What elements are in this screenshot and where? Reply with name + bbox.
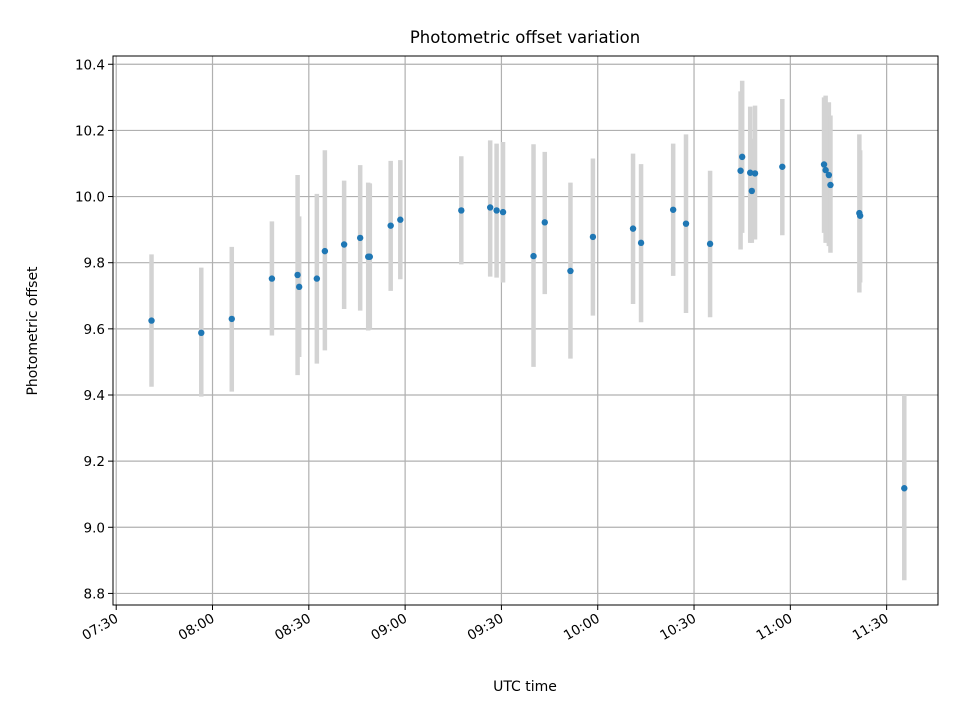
data-point — [313, 275, 321, 282]
data-point — [682, 220, 690, 227]
data-point — [458, 207, 465, 214]
data-point — [541, 219, 548, 226]
data-point — [738, 153, 746, 161]
data-point — [499, 208, 507, 216]
data-point — [629, 225, 637, 232]
data-point — [748, 187, 756, 195]
data-point — [295, 283, 303, 291]
data-point — [779, 163, 786, 170]
data-point — [825, 171, 833, 179]
data-point — [530, 252, 537, 260]
y-tick-label: 8.8 — [84, 586, 105, 602]
data-point — [198, 329, 205, 337]
data-point — [901, 485, 908, 492]
data-point — [366, 253, 374, 260]
data-point — [397, 216, 404, 223]
data-point — [340, 241, 348, 248]
data-point — [148, 317, 155, 324]
data-point — [486, 204, 494, 211]
data-points — [148, 153, 908, 492]
data-point — [589, 233, 597, 241]
y-tick-label: 9.2 — [84, 454, 105, 470]
data-point — [387, 222, 394, 229]
data-point — [567, 267, 574, 275]
data-point — [706, 240, 714, 248]
plot-frame — [112, 55, 939, 606]
data-point — [669, 206, 677, 213]
data-point — [751, 170, 759, 177]
data-point — [268, 275, 276, 282]
data-point — [747, 169, 754, 176]
grid — [113, 56, 938, 605]
y-tick-label: 9.6 — [84, 322, 105, 338]
y-axis-label: Photometric offset — [25, 266, 41, 396]
y-tick-label: 9.8 — [84, 256, 105, 272]
y-tick-label: 10.0 — [75, 190, 105, 206]
y-tick-label: 9.4 — [84, 388, 105, 404]
data-point — [493, 207, 500, 214]
data-point — [822, 166, 829, 174]
data-point — [228, 315, 235, 323]
data-point — [737, 167, 744, 174]
y-tick-label: 9.0 — [84, 520, 105, 536]
chart-title: Photometric offset variation — [410, 28, 640, 47]
x-axis-label: UTC time — [493, 679, 557, 695]
data-point — [356, 234, 364, 242]
data-point — [820, 161, 828, 168]
data-point — [294, 271, 301, 279]
data-point — [827, 181, 834, 189]
data-point — [321, 247, 329, 255]
data-point — [856, 212, 864, 219]
data-point — [637, 239, 645, 247]
y-axis-ticks: 8.8 9.0 9.2 9.4 9.6 9.8 10.0 10.2 10.4 — [75, 57, 113, 602]
y-tick-label: 10.2 — [75, 123, 105, 139]
y-tick-label: 10.4 — [75, 57, 105, 73]
